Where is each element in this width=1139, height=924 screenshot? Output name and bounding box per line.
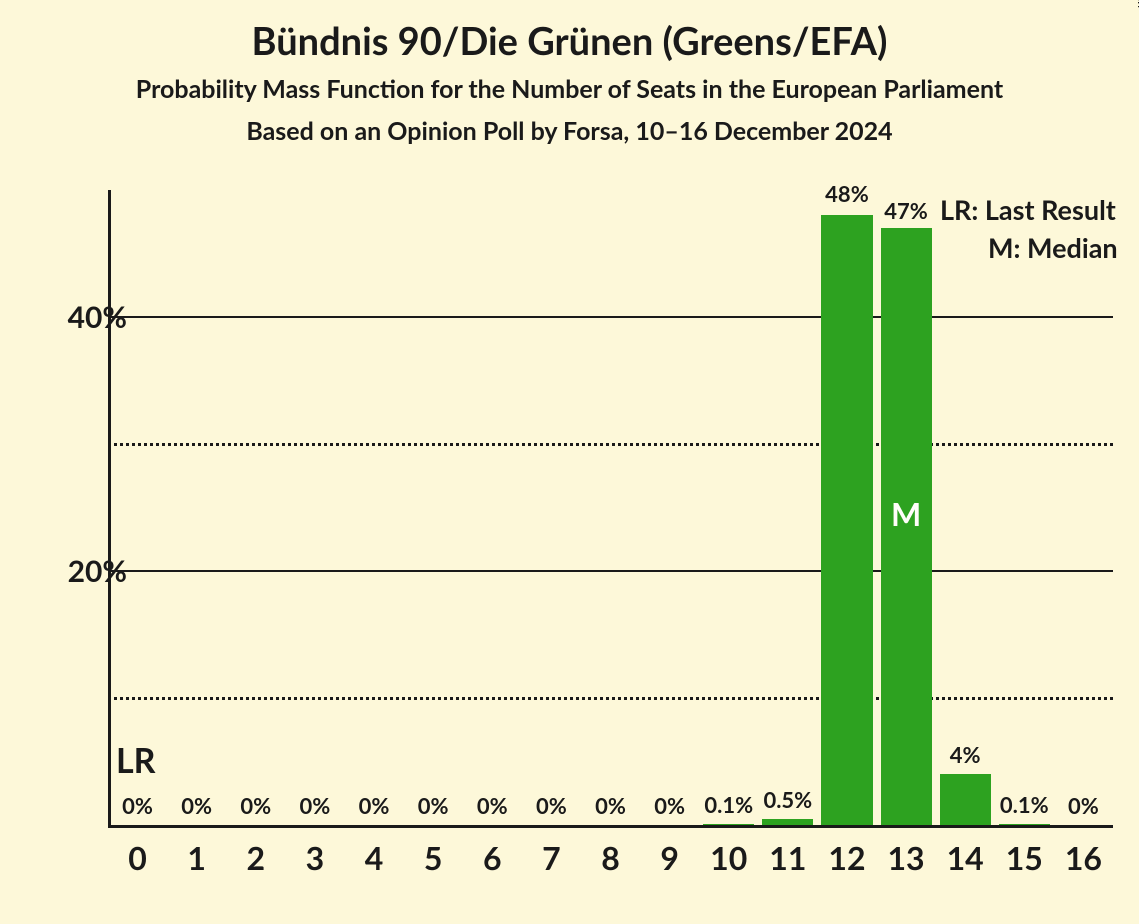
x-tick-label: 15 bbox=[995, 838, 1054, 877]
legend-lr: LR: Last Result bbox=[940, 193, 1116, 226]
x-tick-label: 14 bbox=[936, 838, 995, 877]
x-tick-label: 8 bbox=[581, 838, 640, 877]
chart-plot-area: 0%LR0%0%0%0%0%0%0%0%0%0.1%0.5%48%M47%4%0… bbox=[108, 190, 1113, 828]
bar bbox=[703, 824, 754, 825]
bar-value-label: 0% bbox=[404, 792, 463, 819]
bar bbox=[821, 215, 872, 825]
x-tick-label: 9 bbox=[640, 838, 699, 877]
median-marker: M bbox=[877, 494, 936, 533]
x-tick-label: 16 bbox=[1054, 838, 1113, 877]
bar-value-label: 0% bbox=[463, 792, 522, 819]
bar-value-label: 0% bbox=[226, 792, 285, 819]
bar-value-label: 0.1% bbox=[995, 791, 1054, 818]
bar-value-label: 0.1% bbox=[699, 791, 758, 818]
bar-value-label: 0.5% bbox=[758, 786, 817, 813]
x-tick-label: 1 bbox=[167, 838, 226, 877]
x-tick-label: 4 bbox=[344, 838, 403, 877]
y-tick-label: 20% bbox=[68, 553, 127, 589]
x-tick-label: 0 bbox=[108, 838, 167, 877]
x-tick-label: 11 bbox=[758, 838, 817, 877]
y-tick-label: 40% bbox=[68, 299, 127, 335]
x-tick-label: 13 bbox=[877, 838, 936, 877]
bar-value-label: 0% bbox=[581, 792, 640, 819]
bar-value-label: 0% bbox=[640, 792, 699, 819]
copyright-text: © 2024 Filip van Laenen bbox=[1135, 0, 1139, 8]
bar-value-label: 47% bbox=[877, 197, 936, 224]
x-tick-label: 5 bbox=[404, 838, 463, 877]
chart-title: Bündnis 90/Die Grünen (Greens/EFA) bbox=[0, 0, 1139, 64]
x-tick-label: 6 bbox=[463, 838, 522, 877]
legend-m: M: Median bbox=[988, 231, 1118, 264]
bar-value-label: 4% bbox=[936, 741, 995, 768]
bars-container: 0%LR0%0%0%0%0%0%0%0%0%0.1%0.5%48%M47%4%0… bbox=[108, 190, 1113, 828]
chart-subtitle-1: Probability Mass Function for the Number… bbox=[0, 74, 1139, 104]
bar bbox=[762, 819, 813, 825]
x-tick-label: 7 bbox=[522, 838, 581, 877]
bar-value-label: 0% bbox=[1054, 792, 1113, 819]
bar-value-label: 0% bbox=[522, 792, 581, 819]
bar-value-label: 0% bbox=[167, 792, 226, 819]
chart-subtitle-2: Based on an Opinion Poll by Forsa, 10–16… bbox=[0, 116, 1139, 146]
bar-value-label: 0% bbox=[108, 792, 167, 819]
x-tick-label: 3 bbox=[285, 838, 344, 877]
bar-value-label: 0% bbox=[285, 792, 344, 819]
x-tick-label: 12 bbox=[817, 838, 876, 877]
x-tick-label: 2 bbox=[226, 838, 285, 877]
last-result-marker: LR bbox=[116, 740, 156, 781]
bar-value-label: 0% bbox=[344, 792, 403, 819]
bar-value-label: 48% bbox=[817, 180, 876, 207]
bar bbox=[999, 824, 1050, 825]
bar bbox=[940, 774, 991, 825]
x-tick-label: 10 bbox=[699, 838, 758, 877]
